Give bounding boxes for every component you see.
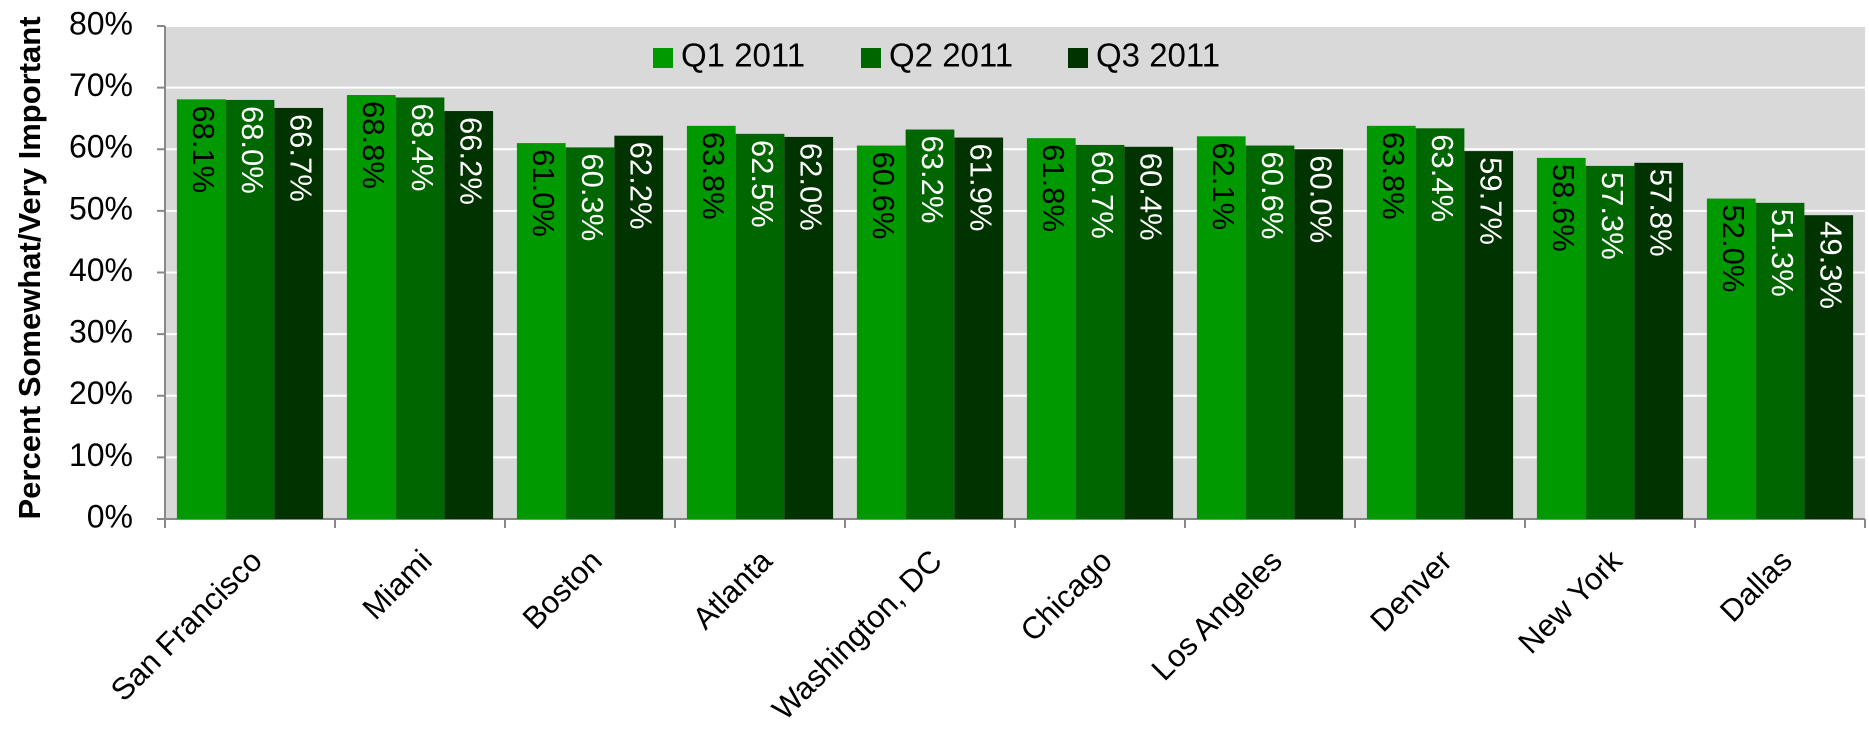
- bar: [1634, 162, 1684, 519]
- bar: [225, 99, 275, 519]
- data-label: 63.4%: [1425, 134, 1460, 222]
- bar: [614, 135, 664, 519]
- y-tick-label: 20%: [69, 375, 133, 411]
- x-tick-label: New York: [1511, 543, 1629, 661]
- bar: [1415, 128, 1465, 520]
- bar: [395, 97, 445, 520]
- data-label: 57.8%: [1644, 169, 1679, 257]
- legend-label: Q1 2011: [681, 37, 805, 74]
- bar: [1536, 157, 1586, 519]
- bar: [784, 136, 834, 520]
- bar: [905, 129, 955, 519]
- bar: [516, 143, 566, 519]
- data-label: 60.6%: [866, 152, 901, 240]
- y-tick-label: 70%: [69, 67, 133, 103]
- data-label: 68.4%: [405, 103, 440, 191]
- data-label: 63.2%: [915, 136, 950, 224]
- x-tick-label: Chicago: [1014, 543, 1119, 648]
- bar: [686, 125, 736, 520]
- bar: [856, 145, 906, 520]
- y-tick-label: 50%: [69, 190, 133, 226]
- data-label: 60.7%: [1085, 151, 1120, 239]
- data-label: 60.3%: [575, 153, 610, 241]
- data-label: 60.4%: [1134, 153, 1169, 241]
- data-label: 66.7%: [284, 114, 319, 202]
- data-label: 62.2%: [624, 142, 659, 230]
- bar: [176, 99, 226, 520]
- x-tick-label: Boston: [516, 543, 609, 636]
- data-label: 60.6%: [1255, 152, 1290, 240]
- bar: [1585, 165, 1635, 520]
- data-label: 59.7%: [1474, 157, 1509, 245]
- data-label: 61.8%: [1036, 144, 1071, 232]
- legend-label: Q3 2011: [1096, 37, 1220, 74]
- x-tick-label: San Francisco: [104, 543, 269, 708]
- x-tick-label: Miami: [356, 543, 439, 626]
- bar: [1245, 145, 1295, 520]
- data-label: 63.8%: [1376, 132, 1411, 220]
- data-label: 61.9%: [964, 144, 999, 232]
- legend-swatch: [653, 48, 673, 68]
- bar: [565, 147, 615, 519]
- data-label: 66.2%: [454, 117, 489, 205]
- bar: [1196, 136, 1246, 519]
- y-tick-label: 10%: [69, 437, 133, 473]
- bar: [1075, 144, 1125, 519]
- data-label: 68.1%: [186, 105, 221, 193]
- data-label: 49.3%: [1814, 221, 1849, 309]
- data-label: 62.5%: [745, 140, 780, 228]
- bar: [1804, 215, 1854, 519]
- bar: [1706, 198, 1756, 520]
- x-tick-label: Washington, DC: [765, 543, 949, 727]
- bar: [444, 111, 494, 519]
- y-tick-label: 0%: [87, 498, 133, 534]
- bar: [274, 107, 324, 520]
- bar: [735, 133, 785, 519]
- x-tick-label: Dallas: [1713, 543, 1799, 629]
- bar: [1026, 138, 1076, 519]
- bar: [954, 137, 1004, 519]
- y-tick-label: 30%: [69, 314, 133, 350]
- bar: [1755, 202, 1805, 519]
- data-label: 52.0%: [1716, 205, 1751, 293]
- y-tick-label: 80%: [69, 5, 133, 41]
- legend-swatch: [1068, 48, 1088, 68]
- data-label: 62.1%: [1206, 142, 1241, 230]
- y-axis-title: Percent Somewhat/Very Important: [12, 16, 47, 519]
- data-label: 57.3%: [1595, 172, 1630, 260]
- legend-label: Q2 2011: [889, 37, 1013, 74]
- data-label: 62.0%: [794, 143, 829, 231]
- x-tick-label: Los Angeles: [1145, 543, 1289, 687]
- data-label: 63.8%: [696, 132, 731, 220]
- x-tick-label: Atlanta: [686, 542, 780, 636]
- data-label: 51.3%: [1765, 209, 1800, 297]
- bar: [1366, 125, 1416, 520]
- bar: [1294, 149, 1344, 519]
- data-label: 61.0%: [526, 149, 561, 237]
- bar: [1124, 146, 1174, 519]
- legend-swatch: [861, 48, 881, 68]
- bar: [1464, 151, 1514, 519]
- data-label: 68.0%: [235, 106, 270, 194]
- data-label: 58.6%: [1546, 164, 1581, 252]
- data-label: 68.8%: [356, 101, 391, 189]
- x-tick-label: Denver: [1363, 543, 1458, 638]
- data-label: 60.0%: [1304, 155, 1339, 243]
- bar: [346, 95, 396, 520]
- y-tick-label: 40%: [69, 252, 133, 288]
- y-tick-label: 60%: [69, 129, 133, 165]
